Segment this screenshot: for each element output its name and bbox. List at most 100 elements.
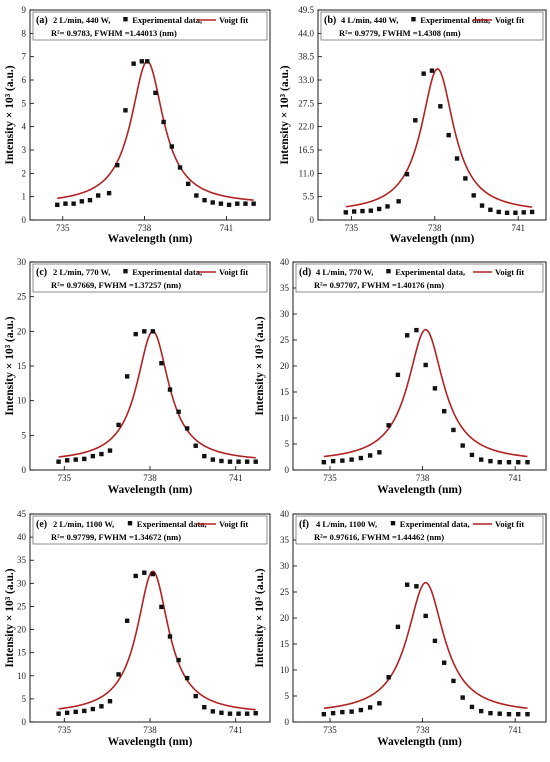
- y-tick-label: 20: [280, 613, 290, 623]
- legend-marker-experimental: [390, 521, 396, 526]
- data-point: [90, 706, 96, 712]
- data-point: [441, 409, 447, 414]
- data-point: [210, 200, 215, 205]
- fit-statistics: R²= 0.9779, FWHM =1.4308 (nm): [339, 28, 461, 38]
- y-tick-label: 9: [22, 5, 27, 15]
- voigt-fit-line: [323, 581, 528, 710]
- data-point: [107, 448, 113, 453]
- x-axis-title: Wavelength (nm): [390, 233, 475, 245]
- data-point: [142, 570, 147, 575]
- legend-fit-label: Voigt fit: [219, 267, 248, 277]
- x-tick-label: 741: [511, 223, 525, 233]
- voigt-fit-line: [323, 328, 528, 458]
- data-point: [385, 204, 390, 209]
- data-point: [330, 710, 336, 716]
- data-point: [145, 59, 150, 64]
- voigt-fit-line: [58, 570, 256, 711]
- panel-b: 0 5.5 11.0 16.5 22.0 27.5 33.0 38.5 44.0 49.5 735 7…: [279, 5, 547, 245]
- data-point: [56, 459, 61, 464]
- y-tick-label: 3: [22, 145, 27, 155]
- data-point: [321, 460, 327, 465]
- data-point: [460, 443, 465, 448]
- plot-frame: [29, 513, 271, 723]
- x-tick-label: 741: [220, 223, 234, 233]
- x-tick-label: 741: [229, 725, 243, 735]
- data-point: [506, 712, 512, 717]
- data-point: [446, 132, 451, 138]
- legend-condition: 2 L/min, 440 W,: [53, 15, 110, 25]
- y-tick-label: 15: [17, 361, 27, 371]
- x-tick-label: 738: [428, 223, 442, 233]
- x-axis-title: Wavelength (nm): [377, 484, 462, 496]
- y-tick-label: 40: [17, 532, 27, 542]
- y-tick-label: 45: [17, 509, 27, 519]
- data-point: [219, 710, 224, 715]
- panel-label: (f): [299, 519, 309, 530]
- data-point: [469, 452, 475, 458]
- data-point: [376, 206, 382, 212]
- y-tick-label: 25: [280, 587, 290, 597]
- fit-statistics: R²= 0.97799, FWHM =1.34672 (nm): [51, 532, 181, 542]
- data-point: [236, 711, 241, 716]
- panel-label: (d): [299, 267, 311, 278]
- data-point: [460, 695, 465, 700]
- data-point: [55, 202, 60, 208]
- data-point: [429, 68, 435, 73]
- data-point: [414, 327, 419, 333]
- x-tick-label: 738: [416, 473, 430, 483]
- legend-experimental-label: Experimental data,: [132, 267, 202, 277]
- y-tick-label: 10: [280, 665, 290, 675]
- y-tick-label: 49.5: [298, 5, 314, 15]
- y-tick-label: 30: [280, 561, 290, 571]
- x-tick-label: 735: [58, 725, 72, 735]
- data-point: [368, 208, 374, 213]
- y-tick-label: 6: [22, 75, 27, 85]
- y-tick-label: 22.0: [298, 122, 314, 132]
- data-point: [235, 201, 240, 206]
- data-point: [479, 457, 484, 462]
- data-point: [497, 460, 502, 465]
- y-tick-label: 10: [17, 671, 27, 681]
- legend-box: [32, 263, 268, 293]
- data-point: [244, 711, 250, 716]
- fit-statistics: R²= 0.97707, FWHM =1.40176 (nm): [314, 280, 444, 290]
- data-point: [116, 672, 121, 677]
- data-point: [167, 387, 173, 392]
- legend-condition: 4 L/min, 770 W,: [316, 267, 373, 277]
- data-point: [99, 451, 104, 457]
- data-point: [395, 624, 401, 630]
- panel-f: 0 5 10 15 20 25 30 35 40 735 738 741 (f) 4 L/min, 110…: [254, 509, 547, 748]
- data-point: [349, 709, 354, 714]
- plot-frame: [292, 261, 547, 471]
- y-tick-label: 2: [22, 168, 27, 178]
- x-tick-label: 738: [416, 725, 430, 735]
- y-tick-label: 35: [280, 535, 290, 545]
- data-point: [377, 701, 382, 706]
- y-tick-label: 5: [22, 430, 27, 440]
- data-point: [377, 450, 382, 455]
- data-point: [343, 210, 349, 215]
- data-point: [210, 709, 216, 714]
- y-tick-label: 40: [280, 257, 290, 267]
- y-tick-label: 35: [17, 555, 27, 565]
- data-point: [63, 201, 68, 206]
- data-point: [82, 708, 87, 714]
- y-tick-label: 25: [17, 292, 27, 302]
- plot-frame: [317, 9, 547, 221]
- data-point: [529, 209, 535, 215]
- data-point: [193, 443, 198, 448]
- data-point: [321, 712, 327, 717]
- panel-label: (c): [36, 267, 47, 278]
- x-tick-label: 735: [323, 725, 337, 735]
- data-point: [432, 638, 438, 644]
- data-point: [236, 459, 241, 464]
- data-point: [169, 144, 175, 149]
- y-tick-label: 40: [280, 509, 290, 519]
- x-tick-label: 738: [143, 725, 157, 735]
- y-tick-label: 5.5: [303, 192, 315, 202]
- data-point: [469, 704, 475, 710]
- y-tick-label: 25: [17, 601, 27, 611]
- x-tick-label: 735: [56, 223, 70, 233]
- data-point: [95, 193, 101, 198]
